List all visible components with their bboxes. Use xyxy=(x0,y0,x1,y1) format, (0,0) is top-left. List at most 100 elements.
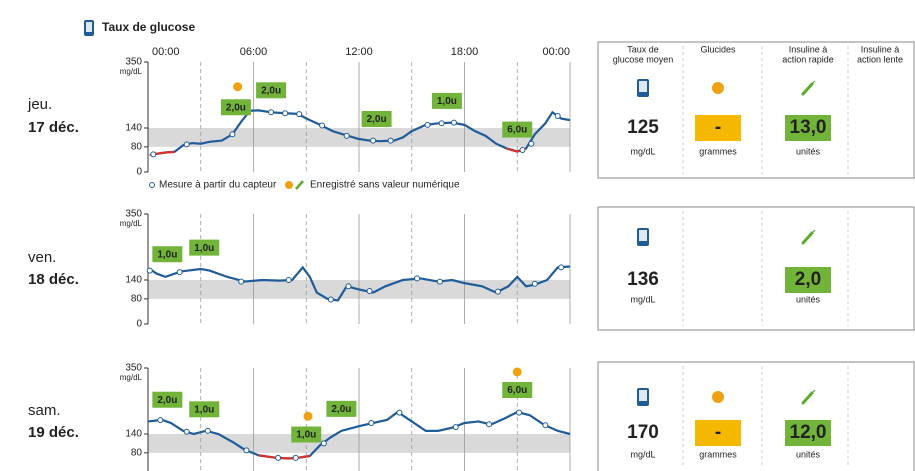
insulin-marker xyxy=(326,400,357,417)
carbs-value: - xyxy=(715,422,721,443)
column-header: Insuline à xyxy=(861,44,900,54)
phone-screen xyxy=(86,22,92,32)
avg-unit: mg/dL xyxy=(630,294,655,304)
insulin-icon-tip xyxy=(811,389,816,394)
summary-panel xyxy=(597,361,915,471)
sensor-point xyxy=(292,454,299,461)
x-tick-label: 06:00 xyxy=(240,46,268,58)
y-tick-label: 140 xyxy=(125,275,142,286)
y-tick-label: 0 xyxy=(136,319,142,330)
sensor-point xyxy=(229,131,236,138)
day-date: 17 déc. xyxy=(28,119,79,136)
insulin-icon-tip xyxy=(811,229,816,234)
sensor-point xyxy=(327,296,334,303)
avg-glucose: 170 xyxy=(627,422,659,443)
insulin-marker xyxy=(189,239,220,256)
sensor-point xyxy=(183,428,190,435)
header-title: Taux de glucose xyxy=(102,20,195,34)
y-tick-label: 140 xyxy=(125,429,142,440)
carb-icon xyxy=(512,367,522,377)
avg-unit: mg/dL xyxy=(630,449,655,459)
day-weekday: ven. xyxy=(28,249,56,266)
sensor-point xyxy=(275,454,282,461)
carbs-unit: grammes xyxy=(699,449,737,459)
insulin-box xyxy=(785,115,831,141)
insulin-value: 2,0 xyxy=(795,269,821,290)
sensor-point xyxy=(268,109,275,116)
legend-label: Mesure à partir du capteur xyxy=(159,180,277,191)
carbs-unit: grammes xyxy=(699,146,737,156)
sensor-point xyxy=(296,111,303,118)
sensor-point xyxy=(243,447,250,454)
carb-marker xyxy=(512,367,522,377)
insulin-marker xyxy=(502,382,533,398)
sensor-point xyxy=(343,132,350,139)
summary-panel xyxy=(597,206,915,331)
y-tick-label: 80 xyxy=(131,447,143,458)
sensor-point xyxy=(150,151,157,158)
insulin-icon xyxy=(801,82,814,96)
insulin-icon-tip xyxy=(811,80,816,85)
insulin-label: 1,0u xyxy=(157,249,177,260)
carb-icon xyxy=(233,82,243,92)
x-tick-label: 00:00 xyxy=(152,46,180,58)
y-tick-label: 350 xyxy=(125,57,142,68)
sensor-point xyxy=(452,424,459,431)
phone-screen xyxy=(639,390,647,401)
phone-screen xyxy=(639,230,647,241)
day-date: 19 déc. xyxy=(28,424,79,441)
glucose-line xyxy=(147,410,571,460)
insulin-unit: unités xyxy=(796,146,821,156)
carbs-box xyxy=(695,420,741,446)
column-header: Insuline à xyxy=(789,44,828,54)
insulin-marker xyxy=(189,401,220,418)
sensor-point xyxy=(282,110,289,117)
carbs-value: - xyxy=(715,117,721,138)
day-weekday: sam. xyxy=(28,402,61,419)
phone-screen xyxy=(639,81,647,92)
insulin-label: 2,0u xyxy=(261,85,281,96)
sensor-point xyxy=(519,147,526,153)
x-tick-label: 18:00 xyxy=(451,46,479,58)
legend-label: Enregistré sans valeur numérique xyxy=(310,180,460,191)
insulin-label: 2,0u xyxy=(226,102,246,113)
insulin-label: 1,0u xyxy=(194,404,214,415)
y-tick-label: 80 xyxy=(131,141,143,152)
sensor-point xyxy=(146,267,153,274)
carb-marker xyxy=(303,411,313,421)
insulin-marker xyxy=(152,391,183,408)
insulin-label: 1,0u xyxy=(194,243,214,254)
insulin-marker xyxy=(256,82,287,99)
insulin-marker xyxy=(152,246,183,263)
sensor-point xyxy=(319,122,326,129)
column-header: glucose moyen xyxy=(613,54,674,64)
sensor-point xyxy=(183,141,190,148)
x-tick-label: 00:00 xyxy=(542,46,570,58)
sensor-point xyxy=(424,121,431,128)
y-tick-label: 350 xyxy=(125,363,142,374)
sensor-point xyxy=(450,119,457,126)
y-unit: mg/dL xyxy=(120,219,143,228)
insulin-label: 2,0u xyxy=(331,404,351,415)
sensor-point xyxy=(414,275,421,282)
y-tick-label: 140 xyxy=(125,123,142,134)
y-unit: mg/dL xyxy=(120,67,143,76)
insulin-marker xyxy=(431,92,462,109)
insulin-label: 2,0u xyxy=(157,395,177,406)
insulin-marker xyxy=(220,99,251,116)
column-header: action lente xyxy=(857,54,903,64)
insulin-icon xyxy=(801,231,814,245)
insulin-icon xyxy=(801,391,814,405)
insulin-label: 1,0u xyxy=(296,430,316,441)
carb-icon xyxy=(303,411,313,421)
column-header: action rapide xyxy=(782,54,834,64)
sensor-point xyxy=(516,409,523,416)
summary-panel xyxy=(597,41,915,179)
sensor-point xyxy=(531,280,538,287)
avg-glucose: 136 xyxy=(627,269,659,290)
sensor-point xyxy=(396,409,403,416)
carb-icon xyxy=(712,82,724,94)
legend-insulin-icon xyxy=(295,180,304,190)
